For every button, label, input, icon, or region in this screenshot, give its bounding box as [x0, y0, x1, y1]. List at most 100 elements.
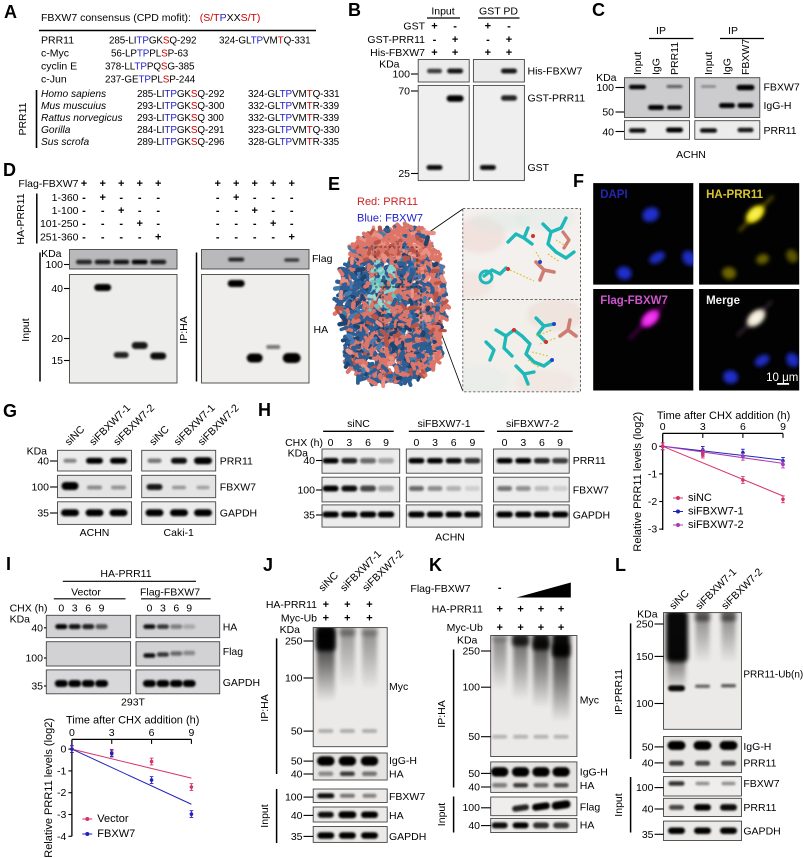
svg-text:+: + — [366, 599, 372, 611]
svg-text:101-250: 101-250 — [40, 218, 79, 230]
svg-text:KDa: KDa — [280, 624, 301, 636]
svg-text:+: + — [485, 47, 491, 59]
svg-text:+: + — [214, 178, 220, 190]
svg-text:+: + — [431, 47, 437, 59]
svg-text:+: + — [288, 178, 294, 190]
svg-text:G: G — [3, 401, 17, 421]
svg-text:FBXW7: FBXW7 — [389, 791, 425, 803]
svg-text:KDa: KDa — [10, 614, 31, 626]
svg-text:-: - — [101, 232, 105, 244]
svg-text:-: - — [290, 218, 294, 230]
svg-text:HA: HA — [389, 769, 404, 781]
svg-text:+: + — [485, 21, 491, 33]
svg-text:PRR11: PRR11 — [743, 757, 776, 769]
svg-text:3: 3 — [72, 603, 78, 615]
svg-text:-: - — [119, 218, 123, 230]
svg-text:siFBXW7-2: siFBXW7-2 — [688, 519, 744, 531]
svg-text:HA-PRR11: HA-PRR11 — [432, 604, 483, 616]
svg-text:GAPDH: GAPDH — [389, 831, 426, 843]
svg-text:siNC: siNC — [347, 418, 370, 430]
svg-text:-: - — [216, 192, 220, 204]
svg-text:293-LITPGKSQ 300: 293-LITPGKSQ 300 — [137, 113, 224, 124]
svg-text:Rattus norvegicus: Rattus norvegicus — [41, 113, 123, 124]
svg-text:40: 40 — [51, 283, 63, 295]
svg-text:L: L — [615, 555, 626, 575]
svg-text:-: - — [498, 582, 502, 594]
svg-text:-: - — [290, 192, 294, 204]
svg-text:+: + — [155, 178, 161, 190]
svg-text:100: 100 — [297, 485, 315, 497]
svg-text:0: 0 — [58, 603, 64, 615]
svg-text:IgG: IgG — [722, 58, 734, 75]
svg-text:9: 9 — [557, 437, 563, 449]
svg-text:293T: 293T — [121, 697, 146, 709]
svg-text:KDa: KDa — [41, 248, 62, 260]
svg-text:HA: HA — [389, 810, 404, 822]
svg-text:I: I — [6, 554, 11, 574]
svg-text:KDa: KDa — [379, 59, 400, 71]
svg-text:40: 40 — [468, 820, 480, 832]
svg-text:-: - — [253, 192, 257, 204]
svg-text:-3: -3 — [648, 524, 657, 536]
svg-text:324-GLTPVMTQ-331: 324-GLTPVMTQ-331 — [219, 36, 311, 47]
svg-text:Input: Input — [632, 52, 644, 75]
svg-text:-: - — [82, 192, 86, 204]
svg-text:100: 100 — [31, 482, 49, 494]
svg-text:Homo sapiens: Homo sapiens — [41, 89, 106, 100]
svg-text:FBXW7: FBXW7 — [740, 39, 752, 75]
svg-text:-: - — [253, 232, 257, 244]
svg-text:+: + — [517, 604, 523, 616]
svg-text:GAPDH: GAPDH — [220, 508, 257, 520]
svg-text:IgG-H: IgG-H — [580, 767, 608, 779]
svg-text:+: + — [366, 613, 372, 625]
svg-text:+: + — [344, 613, 350, 625]
svg-text:35: 35 — [31, 681, 43, 693]
svg-text:HA-PRR11: HA-PRR11 — [100, 568, 151, 580]
svg-text:1-360: 1-360 — [52, 192, 79, 204]
svg-text:His-FBXW7: His-FBXW7 — [370, 47, 425, 59]
svg-text:Vector: Vector — [71, 587, 101, 599]
svg-text:40: 40 — [37, 456, 49, 468]
svg-text:3: 3 — [160, 603, 166, 615]
svg-text:Mus muscuius: Mus muscuius — [41, 101, 106, 112]
svg-text:KDa: KDa — [596, 72, 617, 84]
svg-text:IgG-H: IgG-H — [389, 755, 417, 767]
svg-text:-: - — [82, 232, 86, 244]
svg-text:FBXW7: FBXW7 — [764, 82, 800, 94]
svg-text:250: 250 — [636, 619, 654, 631]
svg-text:35: 35 — [642, 829, 654, 841]
svg-text:+: + — [558, 604, 564, 616]
svg-text:10 μm: 10 μm — [766, 372, 798, 384]
svg-text:c-Jun: c-Jun — [41, 74, 67, 86]
svg-text:Flag: Flag — [223, 646, 244, 658]
svg-text:Input: Input — [436, 803, 448, 826]
svg-text:237-GETPPLSP-244: 237-GETPPLSP-244 — [105, 75, 196, 86]
svg-text:20: 20 — [51, 333, 63, 345]
svg-text:+: + — [452, 47, 458, 59]
svg-text:F: F — [573, 171, 584, 191]
svg-text:+: + — [496, 622, 502, 634]
svg-text:D: D — [3, 160, 16, 180]
svg-text:IgG-H: IgG-H — [764, 100, 792, 112]
svg-text:0: 0 — [69, 727, 75, 739]
svg-text:100: 100 — [462, 682, 480, 694]
svg-text:9: 9 — [780, 421, 786, 433]
svg-text:0: 0 — [502, 437, 508, 449]
svg-text:PRR11: PRR11 — [41, 35, 74, 47]
svg-text:IP:HA: IP:HA — [436, 700, 448, 727]
svg-text:E: E — [328, 174, 340, 194]
svg-text:378-LLTPPQSG-385: 378-LLTPPQSG-385 — [105, 62, 195, 73]
svg-text:6: 6 — [740, 421, 746, 433]
svg-text:IP:HA: IP:HA — [259, 694, 271, 721]
svg-text:Flag-FBXW7: Flag-FBXW7 — [140, 587, 200, 599]
svg-text:324-GLTPVMTQ-331: 324-GLTPVMTQ-331 — [248, 89, 340, 100]
svg-text:+: + — [251, 178, 257, 190]
svg-text:H: H — [258, 400, 271, 420]
svg-text:+: + — [99, 192, 105, 204]
svg-text:251-360: 251-360 — [40, 232, 79, 244]
svg-text:PRR11-Ub(n): PRR11-Ub(n) — [743, 670, 803, 681]
svg-text:Sus scrofa: Sus scrofa — [41, 137, 89, 148]
svg-text:-: - — [82, 205, 86, 217]
svg-text:+: + — [431, 21, 437, 33]
svg-text:Gorilla: Gorilla — [41, 125, 71, 136]
